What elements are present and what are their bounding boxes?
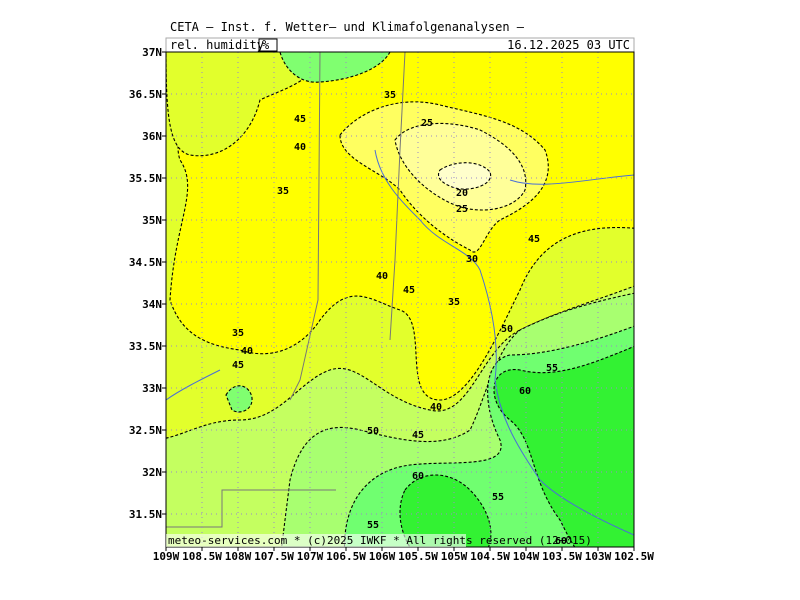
- contour-label: 45: [232, 360, 244, 371]
- lat-label: 36.5N: [129, 88, 162, 101]
- contour-label: 50: [501, 324, 513, 335]
- lat-label: 37N: [142, 46, 162, 59]
- contour-label: 55: [492, 492, 504, 503]
- lat-label: 32N: [142, 466, 162, 479]
- contour-label: 35: [448, 297, 460, 308]
- lon-label: 107W: [297, 550, 324, 563]
- contour-label: 50: [367, 426, 379, 437]
- fill-40-45-nw: [166, 52, 321, 157]
- contour-label: 45: [528, 234, 540, 245]
- lon-label: 106.5W: [326, 550, 366, 563]
- footer-bg: [166, 534, 466, 547]
- contour-label: 45: [403, 285, 415, 296]
- map-field: [166, 52, 634, 547]
- unit: %: [262, 38, 270, 52]
- contour-label: 60: [555, 536, 567, 547]
- lon-label: 102.5W: [614, 550, 654, 563]
- lat-label: 32.5N: [129, 424, 162, 437]
- fill-lt-20: [437, 162, 492, 190]
- lon-label: 108.5W: [182, 550, 222, 563]
- header-title: CETA — Inst. f. Wetter— und Klimafolgena…: [170, 20, 525, 34]
- state-borders: [166, 52, 406, 528]
- lat-label: 31.5N: [129, 508, 162, 521]
- contour-label: 45: [412, 430, 424, 441]
- contour-label: 35: [232, 328, 244, 339]
- contour-label: 35: [384, 90, 396, 101]
- lat-label: 33.5N: [129, 340, 162, 353]
- lat-label: 34N: [142, 298, 162, 311]
- contour-label: 25: [421, 118, 433, 129]
- contour-label: 60: [412, 471, 424, 482]
- footer: meteo-services.com * (c)2025 IWKF * All …: [168, 534, 592, 547]
- lat-label: 33N: [142, 382, 162, 395]
- lon-label: 109W: [153, 550, 180, 563]
- lon-label: 106W: [369, 550, 396, 563]
- contour-label: 40: [241, 346, 253, 357]
- lon-label: 103W: [585, 550, 612, 563]
- lon-label: 104W: [513, 550, 540, 563]
- datetime: 16.12.2025 03 UTC: [507, 38, 630, 52]
- rivers: [166, 149, 634, 536]
- lon-label: 107.5W: [254, 550, 294, 563]
- fill-gt-60-east: [493, 345, 634, 547]
- fill-50-top: [279, 52, 391, 83]
- lon-label: 103.5W: [542, 550, 582, 563]
- contour-label: 20: [456, 188, 468, 199]
- contour-label: 35: [277, 186, 289, 197]
- grid: [166, 52, 634, 547]
- parameter: rel. humidity: [170, 38, 264, 52]
- unit-box: [258, 38, 278, 52]
- lon-label: 105W: [441, 550, 468, 563]
- lon-label: 104.5W: [470, 550, 510, 563]
- lat-label: 35.5N: [129, 172, 162, 185]
- lon-label: 105.5W: [398, 550, 438, 563]
- contour-label: 40: [376, 271, 388, 282]
- contour-label: 30: [466, 254, 478, 265]
- fill-gt-60-south: [399, 474, 492, 547]
- contour-label: 45: [294, 114, 306, 125]
- lat-label: 36N: [142, 130, 162, 143]
- fill-50-spot: [225, 385, 253, 413]
- contour-label: 40: [430, 402, 442, 413]
- lat-label: 34.5N: [129, 256, 162, 269]
- lon-label: 108W: [225, 550, 252, 563]
- contour-label: 60: [519, 386, 531, 397]
- contour-label: 40: [294, 142, 306, 153]
- contour-label: 25: [456, 204, 468, 215]
- lat-label: 35N: [142, 214, 162, 227]
- contour-label: 55: [367, 520, 379, 531]
- contour-label: 55: [546, 363, 558, 374]
